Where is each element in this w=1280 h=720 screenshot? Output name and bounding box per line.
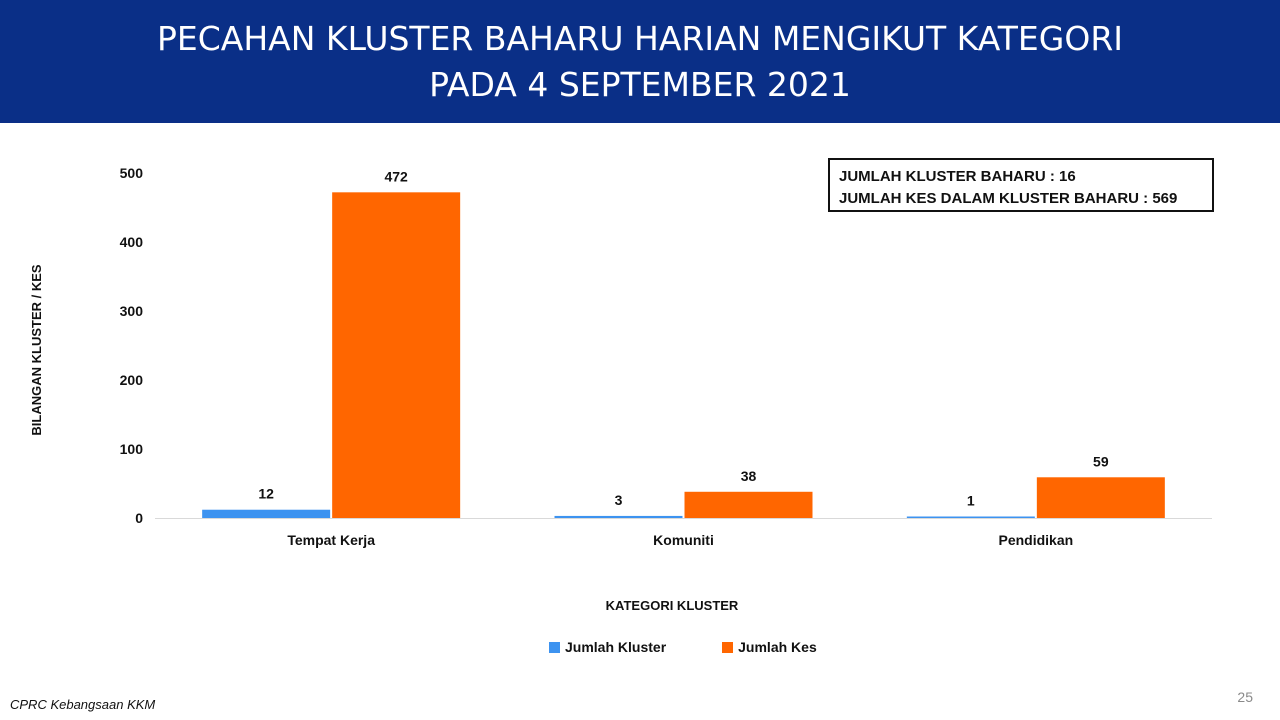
legend-item-cases: Jumlah Kes	[722, 639, 817, 655]
category-label: Tempat Kerja	[287, 532, 375, 548]
y-axis: 0 100 200 300 400 500	[120, 165, 144, 526]
bar-clusters-2	[906, 516, 1035, 518]
title-banner: PECAHAN KLUSTER BAHARU HARIAN MENGIKUT K…	[0, 0, 1280, 123]
source-credit: CPRC Kebangsaan KKM	[10, 697, 156, 712]
summary-box: JUMLAH KLUSTER BAHARU : 16 JUMLAH KES DA…	[828, 158, 1214, 212]
category-axis: Tempat Kerja Komuniti Pendidikan	[287, 532, 1073, 548]
y-tick-label: 0	[135, 510, 143, 526]
y-tick-label: 400	[120, 234, 144, 250]
page-title-line-1: PECAHAN KLUSTER BAHARU HARIAN MENGIKUT K…	[157, 18, 1123, 58]
legend-label-clusters: Jumlah Kluster	[565, 639, 667, 655]
category-label: Pendidikan	[998, 532, 1073, 548]
y-tick-label: 300	[120, 303, 144, 319]
y-tick-label: 100	[120, 441, 144, 457]
bar-cases-2	[1036, 477, 1165, 518]
data-label: 472	[384, 168, 408, 184]
bar-cases-1	[684, 491, 813, 518]
category-label: Komuniti	[653, 532, 714, 548]
data-label: 59	[1093, 453, 1109, 469]
legend-swatch-cases	[722, 641, 734, 653]
y-tick-label: 500	[120, 165, 144, 181]
data-label: 3	[615, 492, 623, 508]
legend-item-clusters: Jumlah Kluster	[549, 639, 666, 655]
data-label: 12	[258, 486, 274, 502]
bar-clusters-0	[202, 509, 331, 518]
y-tick-label: 200	[120, 372, 144, 388]
bar-clusters-1	[554, 515, 683, 518]
bars-group: 12 472 3 38 1 59	[202, 168, 1165, 518]
legend-label-cases: Jumlah Kes	[738, 639, 817, 655]
data-label: 1	[967, 493, 975, 509]
chart-legend: Jumlah Kluster Jumlah Kes	[549, 639, 873, 655]
y-axis-title: BILANGAN KLUSTER / KES	[29, 264, 44, 436]
legend-swatch-clusters	[549, 641, 560, 653]
data-label: 38	[741, 468, 757, 484]
bar-cases-0	[332, 192, 461, 518]
summary-total-cases: JUMLAH KES DALAM KLUSTER BAHARU : 569	[839, 190, 1178, 207]
page-title-line-2: PADA 4 SEPTEMBER 2021	[429, 64, 851, 104]
x-axis-title: KATEGORI KLUSTER	[606, 598, 739, 613]
page-number: 25	[1237, 689, 1253, 705]
summary-total-clusters: JUMLAH KLUSTER BAHARU : 16	[839, 168, 1076, 185]
bar-chart: 0 100 200 300 400 500 12 472 3 38 1 59 Tempat Kerj…	[29, 165, 1212, 613]
